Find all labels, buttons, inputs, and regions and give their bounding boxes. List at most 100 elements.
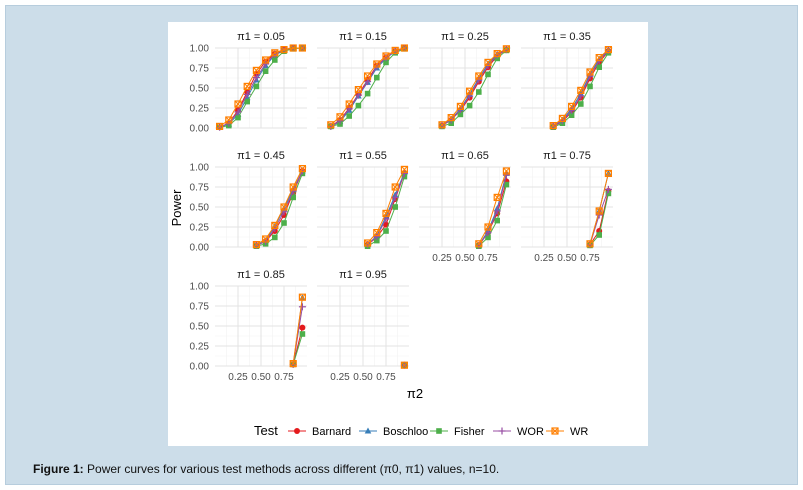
marker-cross-b	[234, 100, 242, 108]
marker-box	[382, 209, 390, 217]
marker-circle	[294, 428, 300, 434]
marker-cross-b	[373, 229, 381, 236]
marker-cross-b	[364, 239, 371, 247]
marker-box	[400, 165, 408, 173]
marker-box	[215, 122, 224, 131]
marker-square	[262, 68, 269, 74]
y-tick-label: 0.75	[190, 64, 210, 75]
marker-box	[604, 169, 612, 177]
x-tick-label: 0.50	[353, 372, 373, 383]
marker-square	[578, 101, 584, 107]
marker-box	[364, 72, 372, 80]
marker-cross-b	[401, 361, 408, 369]
marker-cross-b	[568, 103, 575, 110]
marker-cross-b	[289, 183, 297, 191]
marker-cross-b	[577, 87, 585, 94]
series-wr	[327, 44, 408, 129]
marker-cross-b	[382, 210, 390, 217]
facet-title: π1 = 0.25	[441, 31, 489, 43]
facet-title: π1 = 0.55	[339, 150, 387, 162]
marker-cross-b	[457, 103, 464, 110]
facet-panel: π1 = 0.35	[521, 31, 613, 130]
legend-label: Boschloo	[383, 426, 428, 438]
marker-square	[503, 181, 510, 188]
marker-box	[586, 240, 594, 248]
marker-cross-b	[327, 121, 335, 129]
marker-box	[364, 239, 372, 247]
marker-box	[502, 45, 510, 53]
facet-panel: π1 = 0.850.000.250.500.751.000.25 0.50 0.7…	[190, 269, 307, 383]
marker-box	[298, 165, 306, 173]
marker-box	[252, 66, 261, 75]
marker-square	[568, 112, 575, 118]
caption-label: Figure 1:	[33, 462, 84, 476]
series-line	[292, 297, 303, 364]
marker-box	[327, 121, 335, 129]
marker-cross-b	[271, 49, 279, 57]
legend-label: WR	[570, 426, 588, 438]
facet-panel: π1 = 0.55	[317, 150, 409, 249]
facet-title: π1 = 0.75	[543, 150, 591, 162]
marker-square	[346, 113, 352, 119]
facet-panel: π1 = 0.75 0.25 0.50 0.75	[521, 150, 613, 264]
marker-square	[485, 71, 491, 78]
marker-square	[587, 83, 593, 90]
marker-square	[466, 102, 473, 109]
marker-box	[558, 114, 566, 123]
marker-cross-b	[503, 167, 510, 175]
marker-square	[244, 98, 250, 105]
marker-box	[280, 46, 288, 54]
y-tick-label: 0.25	[190, 223, 210, 234]
marker-box	[298, 293, 306, 301]
marker-box	[502, 167, 510, 175]
marker-square	[281, 220, 287, 226]
x-tick-label: 0.75	[580, 253, 600, 264]
marker-box	[595, 207, 603, 215]
marker-box	[271, 49, 279, 57]
marker-cross-b	[475, 240, 483, 248]
x-tick-label: 0.50	[455, 253, 475, 264]
facet-panel: π1 = 0.25	[419, 31, 511, 130]
series-line	[219, 47, 303, 128]
marker-cross-b	[382, 52, 390, 60]
plot-area: π1 = 0.05 0.00 0.25 0.50 0.75 1.00 π1 = 0.15 π1…	[168, 22, 648, 446]
legend-item-barnard: Barnard	[288, 426, 351, 438]
marker-box	[243, 82, 251, 91]
marker-cross-b	[289, 44, 297, 52]
marker-box	[493, 50, 501, 58]
x-tick-label: 0.75	[274, 372, 294, 383]
marker-triangle	[364, 427, 372, 434]
marker-box	[438, 121, 446, 129]
marker-cross-b	[484, 59, 492, 66]
facet-panel: π1 = 0.45 0.00 0.25 0.50 0.75 1.00	[190, 150, 307, 254]
marker-cross-b	[271, 222, 279, 229]
legend-title: Test	[254, 423, 278, 438]
marker-box	[225, 116, 233, 124]
marker-cross-b	[253, 67, 260, 74]
facet-panel: π1 = 0.05 0.00 0.25 0.50 0.75 1.00	[190, 31, 307, 135]
y-tick-label: 0.50	[190, 84, 210, 95]
marker-square	[364, 90, 371, 97]
x-tick-label: 0.25	[432, 253, 452, 264]
facet-title: π1 = 0.65	[441, 150, 489, 162]
series-line	[478, 170, 507, 245]
series-wr	[438, 45, 510, 129]
marker-box	[586, 68, 594, 76]
marker-box	[289, 360, 297, 368]
marker-box	[345, 100, 353, 108]
x-tick-label: 0.50	[251, 372, 271, 383]
y-tick-label: 0.50	[190, 322, 210, 333]
x-tick-label: 0.50	[557, 253, 577, 264]
marker-box	[234, 100, 242, 108]
series-wr	[586, 169, 612, 248]
series-line	[478, 174, 507, 246]
marker-square	[235, 114, 241, 121]
marker-cross-b	[336, 113, 344, 121]
legend-label: WOR	[517, 426, 544, 438]
marker-square	[485, 234, 491, 241]
legend: Test Barnard Boschloo Fisher WOR WR	[254, 423, 588, 438]
marker-box	[382, 52, 390, 60]
legend-item-wor: WOR	[493, 426, 544, 438]
marker-box	[484, 223, 492, 231]
